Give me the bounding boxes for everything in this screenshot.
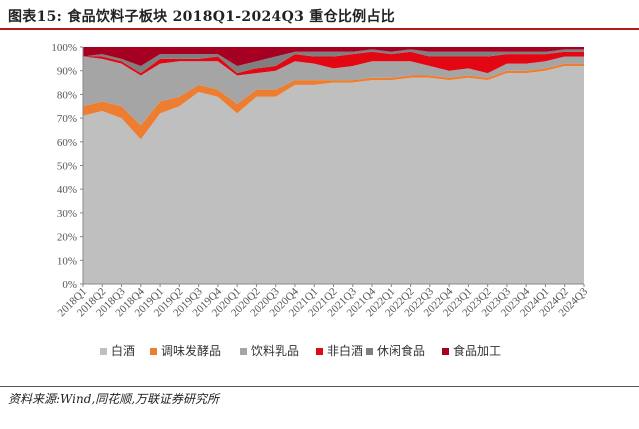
title-divider (0, 28, 639, 30)
legend-swatch (100, 348, 107, 355)
area-series-0 (83, 65, 584, 285)
x-axis: 2018Q12018Q22018Q32018Q42019Q12019Q22019… (56, 283, 590, 319)
source-note: 资料来源:Wind,同花顺,万联证券研究所 (8, 392, 220, 406)
y-tick-label: 20% (57, 232, 77, 244)
y-tick-label: 50% (57, 161, 77, 173)
y-axis: 0% 10% 20% 30% 40% 50% 60% 70% 80% 90% 100% (51, 42, 84, 291)
y-tick-label: 0% (62, 279, 77, 291)
y-tick-label: 80% (57, 89, 77, 101)
area-series-2 (83, 56, 584, 126)
legend-label: 食品加工 (453, 343, 501, 358)
legend-label: 非白酒 (327, 343, 363, 358)
y-tick-label: 90% (57, 66, 77, 78)
area-series-3 (83, 51, 584, 76)
legend-label: 休闲食品 (377, 343, 425, 358)
y-tick-label: 10% (57, 255, 77, 267)
stacked-area-chart: 0% 10% 20% 30% 40% 50% 60% 70% 80% 90% 100% 2018Q1… (51, 42, 590, 358)
legend-swatch (150, 348, 157, 355)
y-tick-label: 40% (57, 184, 77, 196)
legend-swatch (366, 348, 373, 355)
area-layers (83, 47, 584, 285)
legend-label: 饮料乳品 (251, 344, 299, 358)
source-divider (0, 386, 639, 387)
y-tick-label: 70% (57, 113, 77, 125)
y-tick-label: 100% (51, 42, 77, 54)
legend-swatch (240, 348, 247, 355)
legend: 白酒 调味发酵品 饮料乳品 非白酒 休闲食品 食品加工 (100, 343, 501, 358)
legend-label: 白酒 (111, 343, 135, 358)
area-series-1 (83, 63, 584, 140)
legend-swatch (442, 348, 449, 355)
area-series-4 (83, 49, 584, 74)
y-tick-label: 30% (57, 208, 77, 220)
chart-title: 图表15: 食品饮料子板块 2018Q1-2024Q3 重仓比例占比 (8, 9, 396, 25)
y-tick-label: 60% (57, 137, 77, 149)
legend-swatch (316, 348, 323, 355)
legend-label: 调味发酵品 (161, 343, 221, 358)
area-series-5 (83, 47, 584, 66)
